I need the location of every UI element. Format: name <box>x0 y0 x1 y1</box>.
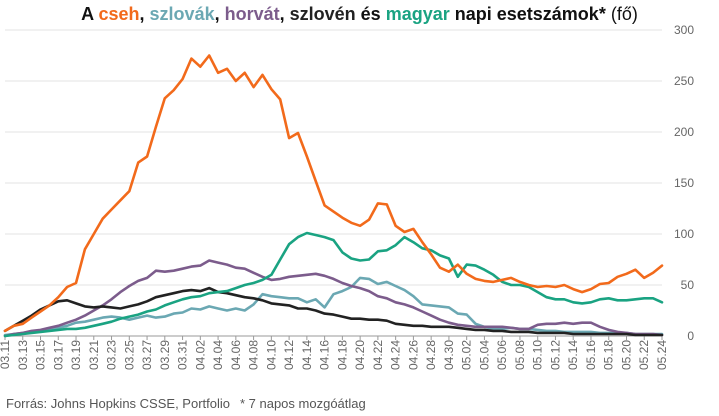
y-tick-label: 250 <box>674 74 694 88</box>
x-tick-label: 03.21 <box>87 340 101 370</box>
y-tick-label: 0 <box>687 329 694 343</box>
y-axis-ticks: 0 50 100 150 200 250 300 <box>674 23 694 343</box>
title-hr: horvát <box>224 4 280 24</box>
x-tick-label: 03.15 <box>34 340 48 370</box>
x-tick-label: 03.19 <box>69 340 83 370</box>
x-tick-label: 05.02 <box>460 340 474 370</box>
x-tick-label: 03.27 <box>140 340 154 370</box>
title-cz: cseh <box>98 4 140 24</box>
x-tick-label: 05.14 <box>566 340 580 370</box>
chart-title: A cseh, szlovák, horvát, szlovén és magy… <box>0 4 719 25</box>
x-tick-label: 04.22 <box>371 340 385 370</box>
title-tail: napi esetszámok* <box>449 4 606 24</box>
x-tick-label: 04.28 <box>424 340 438 370</box>
moving-average-note: * 7 napos mozgóátlag <box>239 396 366 411</box>
x-tick-label: 04.26 <box>406 340 420 370</box>
x-tick-label: 03.31 <box>176 340 190 370</box>
gridlines <box>5 29 662 337</box>
title-unit: (fő) <box>605 4 638 24</box>
x-tick-label: 05.16 <box>584 340 598 370</box>
x-tick-label: 05.12 <box>548 340 562 370</box>
x-tick-label: 04.16 <box>318 340 332 370</box>
title-sep3: , <box>279 4 290 24</box>
source-note: Forrás: Johns Hopkins CSSE, Portfolio <box>6 396 230 411</box>
title-hu: magyar <box>385 4 450 24</box>
x-tick-label: 04.02 <box>193 340 207 370</box>
x-tick-label: 03.23 <box>105 340 119 370</box>
chart-footer: Forrás: Johns Hopkins CSSE, Portfolio * 7… <box>6 396 366 411</box>
x-tick-label: 05.06 <box>495 340 509 370</box>
x-axis-ticks: 03.11 03.13 03.15 03.17 03.19 03.21 03.23 03.25… <box>0 336 669 370</box>
title-si: szlovén <box>289 4 356 24</box>
y-tick-label: 300 <box>674 23 694 37</box>
x-tick-label: 05.24 <box>655 340 669 370</box>
title-sep2: , <box>214 4 225 24</box>
x-tick-label: 04.20 <box>353 340 367 370</box>
title-sk: szlovák <box>149 4 215 24</box>
series-lines <box>3 54 664 338</box>
x-tick-label: 05.20 <box>619 340 633 370</box>
series-line-szlovák <box>3 276 664 337</box>
series-line-magyar <box>3 231 664 338</box>
x-tick-label: 05.10 <box>531 340 545 370</box>
title-sep1: , <box>139 4 150 24</box>
x-tick-label: 04.10 <box>264 340 278 370</box>
x-tick-label: 05.04 <box>477 340 491 370</box>
series-line-horvát <box>3 259 664 338</box>
x-tick-label: 03.11 <box>0 340 12 369</box>
title-and: és <box>355 4 386 24</box>
series-line-cseh <box>3 54 664 333</box>
series-line-szlovén <box>3 286 664 337</box>
x-tick-label: 04.14 <box>300 340 314 370</box>
y-tick-label: 200 <box>674 125 694 139</box>
x-tick-label: 03.13 <box>16 340 30 370</box>
x-tick-label: 03.17 <box>51 340 65 370</box>
x-tick-label: 04.12 <box>282 340 296 370</box>
x-tick-label: 04.30 <box>442 340 456 370</box>
x-tick-label: 05.18 <box>602 340 616 370</box>
x-tick-label: 04.08 <box>247 340 261 370</box>
x-tick-label: 03.25 <box>122 340 136 370</box>
x-tick-label: 04.06 <box>229 340 243 370</box>
title-prefix: A <box>81 4 99 24</box>
x-tick-label: 03.29 <box>158 340 172 370</box>
x-tick-label: 05.22 <box>637 340 651 370</box>
y-tick-label: 100 <box>674 227 694 241</box>
y-tick-label: 50 <box>681 278 695 292</box>
x-tick-label: 04.04 <box>211 340 225 370</box>
x-tick-label: 04.18 <box>335 340 349 370</box>
x-tick-label: 04.24 <box>389 340 403 370</box>
y-tick-label: 150 <box>674 176 694 190</box>
x-tick-label: 05.08 <box>513 340 527 370</box>
